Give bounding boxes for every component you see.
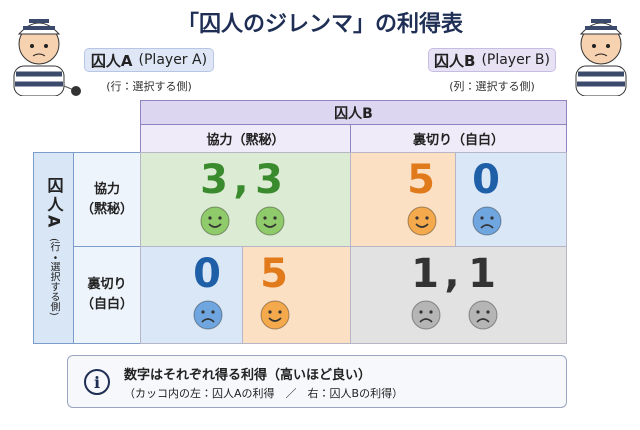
face-icon [255, 206, 285, 236]
face [199, 205, 231, 241]
face-icon [411, 300, 441, 330]
face [254, 205, 286, 241]
row-label: 協力 （黙秘） [73, 152, 141, 247]
cell: 5 [350, 152, 456, 247]
player-b-label: 囚人B [434, 51, 476, 70]
footer-line: 数字はそれぞれ得る利得（高いほど良い） [124, 368, 372, 383]
face [471, 205, 503, 241]
face-icon [260, 300, 290, 330]
cell: 1 , 1 [350, 246, 567, 344]
face [259, 299, 291, 335]
prisoner-b-icon [575, 19, 627, 96]
face [410, 299, 442, 335]
payoff-a: 5 [407, 157, 435, 203]
row-header: 囚人A (行・選択する側) [33, 152, 74, 344]
face-icon [193, 300, 223, 330]
payoff-a: 0 [193, 251, 221, 297]
row-header-label: 囚人A [44, 177, 64, 231]
column-label: 裏切り（自白） [350, 124, 567, 153]
player-b-note: (列：選択する側) [449, 80, 535, 93]
cell: 0 [455, 152, 567, 247]
face [467, 299, 499, 335]
player-b-sub: (Player B) [481, 52, 550, 68]
title: 「囚人のジレンマ」の利得表 [176, 12, 463, 37]
payoff-a: 1 [411, 251, 439, 297]
cell: 3 , 3 [140, 152, 351, 247]
face [192, 299, 224, 335]
player-a-box: 囚人A (Player A) [84, 48, 214, 72]
separator: , [444, 251, 460, 297]
footer-line: （カッコ内の左：囚人Aの利得 ／ 右：囚人Bの利得） [124, 387, 404, 400]
cell: 0 [140, 246, 243, 344]
player-a-note: (行：選択する側) [106, 80, 192, 93]
payoff-b: 5 [260, 251, 288, 297]
column-header: 囚人B [140, 100, 567, 125]
player-a-sub: (Player A) [138, 52, 208, 68]
payoff-b: 1 [468, 251, 496, 297]
face-icon [472, 206, 502, 236]
row-label-line: （黙秘） [80, 201, 133, 217]
player-b-box: 囚人B (Player B) [428, 48, 556, 72]
player-a-label: 囚人A [90, 51, 133, 70]
prisoner-a-icon [13, 19, 81, 96]
cell: 5 [242, 246, 351, 344]
row-label-line: 裏切り [87, 277, 127, 292]
face [406, 205, 438, 241]
row-label-line: 協力 [93, 181, 120, 197]
footer-box: i 数字はそれぞれ得る利得（高いほど良い） （カッコ内の左：囚人Aの利得 ／ 右… [67, 355, 567, 408]
face-icon [468, 300, 498, 330]
payoff-b: 0 [472, 157, 500, 203]
separator: , [233, 157, 249, 203]
row-label: 裏切り （自白） [73, 246, 141, 344]
row-header-note: (行・選択する側) [48, 238, 59, 317]
face-icon [407, 206, 437, 236]
row-label-line: （自白） [80, 297, 133, 312]
info-icon: i [84, 369, 110, 395]
column-label: 協力（黙秘） [140, 124, 351, 153]
payoff-b: 3 [255, 157, 283, 203]
payoff-a: 3 [200, 157, 228, 203]
face-icon [200, 206, 230, 236]
